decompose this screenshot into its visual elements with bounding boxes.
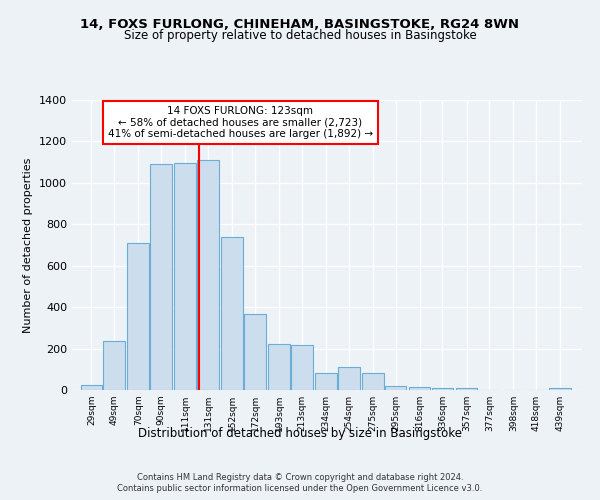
Bar — [291, 346, 313, 390]
Bar — [268, 344, 290, 390]
Bar — [385, 386, 406, 390]
Text: Contains public sector information licensed under the Open Government Licence v3: Contains public sector information licen… — [118, 484, 482, 493]
Bar — [315, 374, 337, 390]
Bar — [409, 387, 430, 390]
Bar — [151, 164, 172, 390]
Bar — [127, 243, 149, 390]
Text: Contains HM Land Registry data © Crown copyright and database right 2024.: Contains HM Land Registry data © Crown c… — [137, 472, 463, 482]
Bar — [362, 374, 383, 390]
Bar — [80, 385, 103, 390]
Bar — [175, 163, 196, 390]
Bar — [338, 367, 359, 390]
Text: 14, FOXS FURLONG, CHINEHAM, BASINGSTOKE, RG24 8WN: 14, FOXS FURLONG, CHINEHAM, BASINGSTOKE,… — [80, 18, 520, 30]
Bar — [550, 388, 571, 390]
Bar — [103, 342, 125, 390]
Y-axis label: Number of detached properties: Number of detached properties — [23, 158, 34, 332]
Text: Size of property relative to detached houses in Basingstoke: Size of property relative to detached ho… — [124, 29, 476, 42]
Text: 14 FOXS FURLONG: 123sqm
← 58% of detached houses are smaller (2,723)
41% of semi: 14 FOXS FURLONG: 123sqm ← 58% of detache… — [108, 106, 373, 139]
Bar — [221, 236, 243, 390]
Bar — [431, 388, 454, 390]
Bar — [455, 388, 478, 390]
Bar — [197, 160, 219, 390]
Bar — [244, 314, 266, 390]
Text: Distribution of detached houses by size in Basingstoke: Distribution of detached houses by size … — [138, 428, 462, 440]
